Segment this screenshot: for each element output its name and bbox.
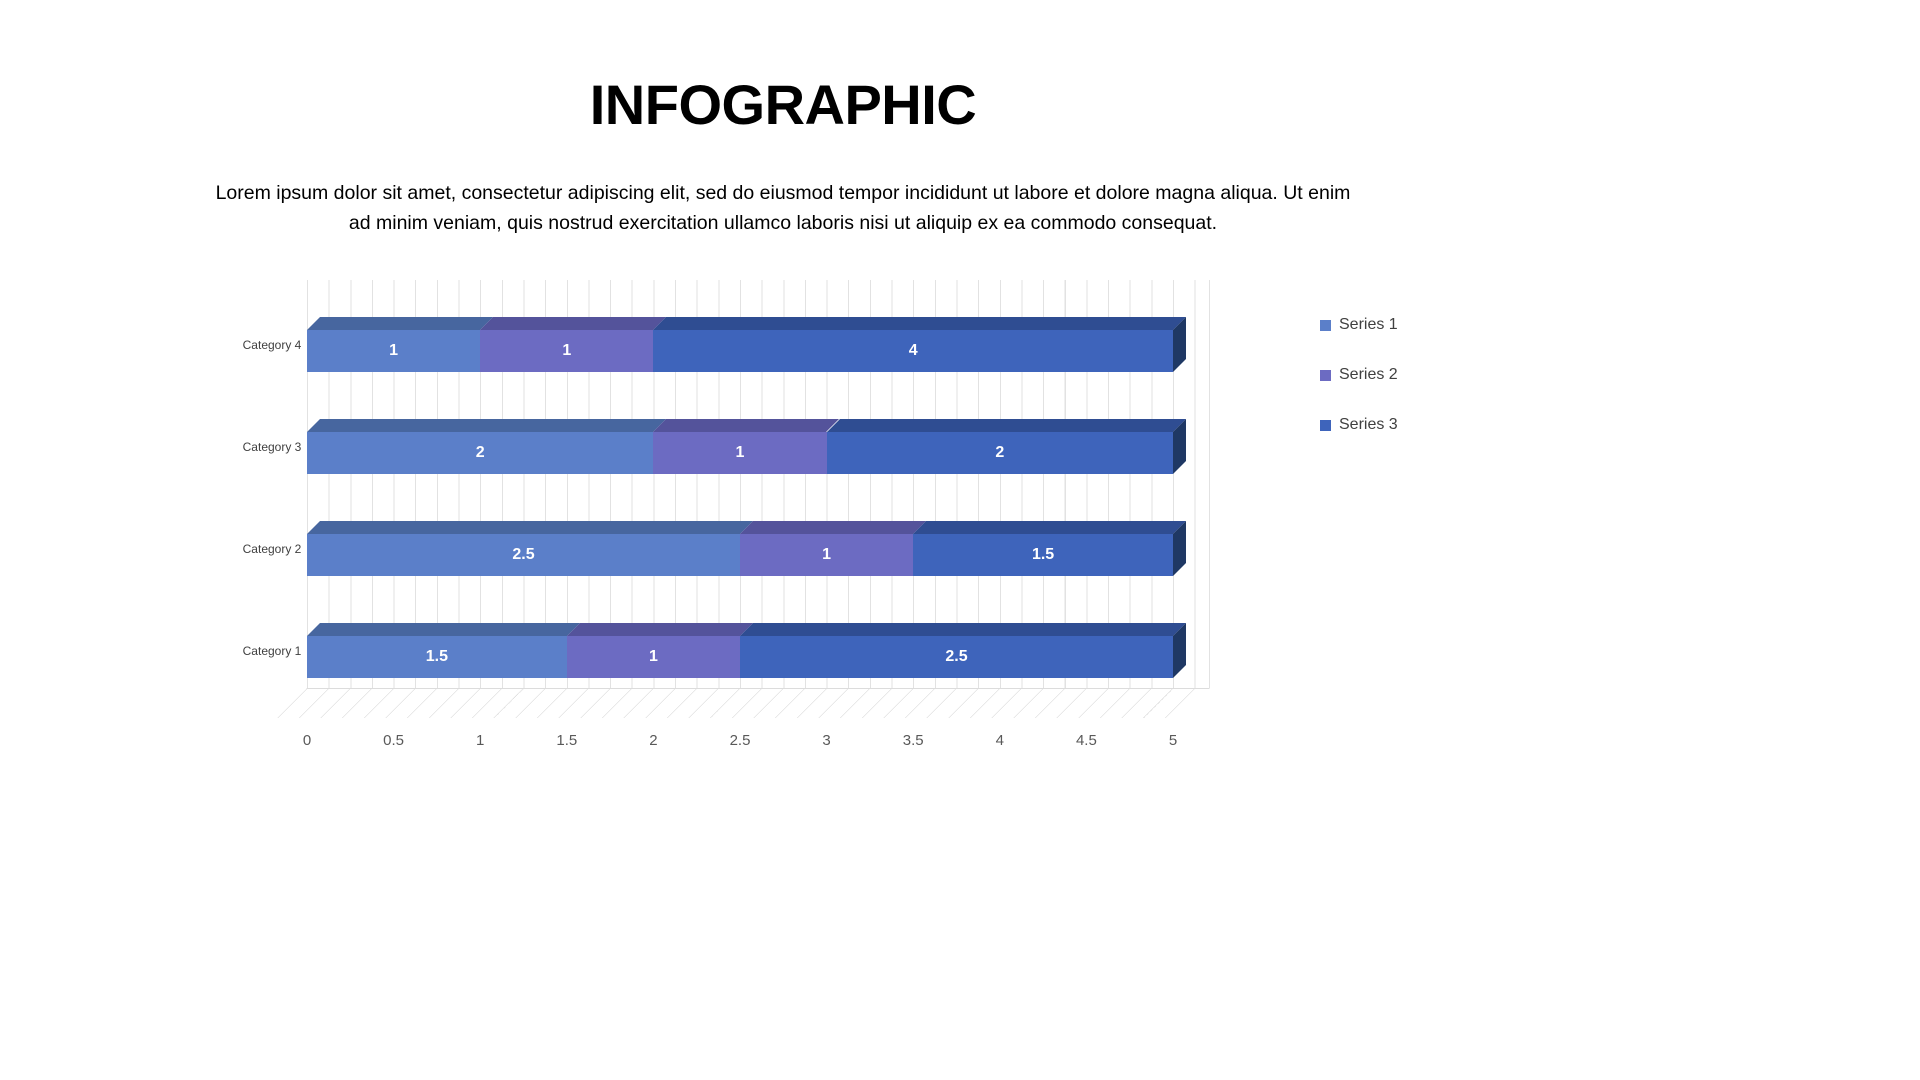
bar-top-face: [307, 317, 494, 330]
bar-top-face: [653, 419, 840, 432]
x-axis-tick-label: 5: [1168, 732, 1178, 749]
legend-label: Series 3: [1339, 416, 1398, 433]
bar-top-face: [740, 521, 927, 534]
bar-value-label: 1: [562, 342, 572, 359]
x-axis-tick-label: 0.5: [383, 732, 405, 749]
bar-value-label: 4: [908, 342, 918, 359]
legend-marker-icon: [1320, 319, 1331, 331]
bar-segment: 2: [826, 432, 1173, 474]
category-label: Category 3: [242, 440, 302, 454]
legend-item: Series 1: [1320, 314, 1398, 336]
bar-top-face: [307, 419, 667, 432]
bar-segment: 2.5: [740, 636, 1173, 678]
bar-value-label: 2: [995, 444, 1005, 461]
bar-segment: 1.5: [307, 636, 567, 678]
chart-floor: [277, 688, 1210, 718]
bar-segment: 2.5: [307, 534, 740, 576]
x-axis-tick-label: 4: [995, 732, 1004, 749]
x-axis-tick-label: 1: [476, 732, 485, 749]
category-label: Category 1: [242, 644, 302, 658]
legend-marker-icon: [1320, 419, 1331, 431]
bar-segment: 1: [480, 330, 654, 372]
bar-value-label: 1: [822, 546, 832, 563]
bar-segment: 4: [653, 330, 1173, 372]
bar-segment: 1: [653, 432, 827, 474]
x-axis-tick-label: 4.5: [1075, 732, 1097, 749]
x-axis-tick-label: 2: [649, 732, 658, 749]
bar-value-label: 2.5: [945, 648, 968, 665]
bar-top-face: [307, 521, 753, 534]
legend-label: Series 2: [1339, 366, 1398, 383]
bar-value-label: 2: [475, 444, 485, 461]
x-axis-tick-label: 3.5: [902, 732, 924, 749]
legend-item: Series 3: [1320, 414, 1398, 436]
bar-top-face: [826, 419, 1186, 432]
bar-value-label: 1: [389, 342, 399, 359]
category-label: Category 2: [242, 542, 302, 556]
bar-value-label: 1: [735, 444, 745, 461]
legend-label: Series 1: [1339, 316, 1398, 333]
bar-value-label: 1: [648, 648, 658, 665]
x-axis-tick-label: 3: [822, 732, 831, 749]
legend-item: Series 2: [1320, 364, 1398, 386]
bar-segment: 1: [740, 534, 914, 576]
x-axis-tick-label: 1.5: [556, 732, 578, 749]
bar-top-face: [480, 317, 667, 330]
bar-segment: 2: [307, 432, 654, 474]
bar-value-label: 1.5: [1031, 546, 1055, 563]
bar-top-face: [653, 317, 1186, 330]
legend-marker-icon: [1320, 369, 1331, 381]
page-subtitle: Lorem ipsum dolor sit amet, consectetur …: [215, 182, 1351, 234]
x-axis-tick-label: 2.5: [729, 732, 751, 749]
page-title: INFOGRAPHIC: [589, 73, 977, 136]
category-label: Category 4: [242, 338, 302, 352]
bar-top-face: [307, 623, 580, 636]
bar-value-label: 2.5: [512, 546, 535, 563]
bar-segment: 1: [307, 330, 481, 372]
bar-value-label: 1.5: [425, 648, 449, 665]
chart-legend: Series 1 Series 2 Series 3: [1320, 314, 1398, 464]
bar-top-face: [566, 623, 753, 636]
bar-segment: 1.5: [913, 534, 1173, 576]
bar-top-face: [913, 521, 1186, 534]
x-axis-tick-label: 0: [302, 732, 312, 749]
bar-top-face: [740, 623, 1186, 636]
bar-segment: 1: [566, 636, 740, 678]
